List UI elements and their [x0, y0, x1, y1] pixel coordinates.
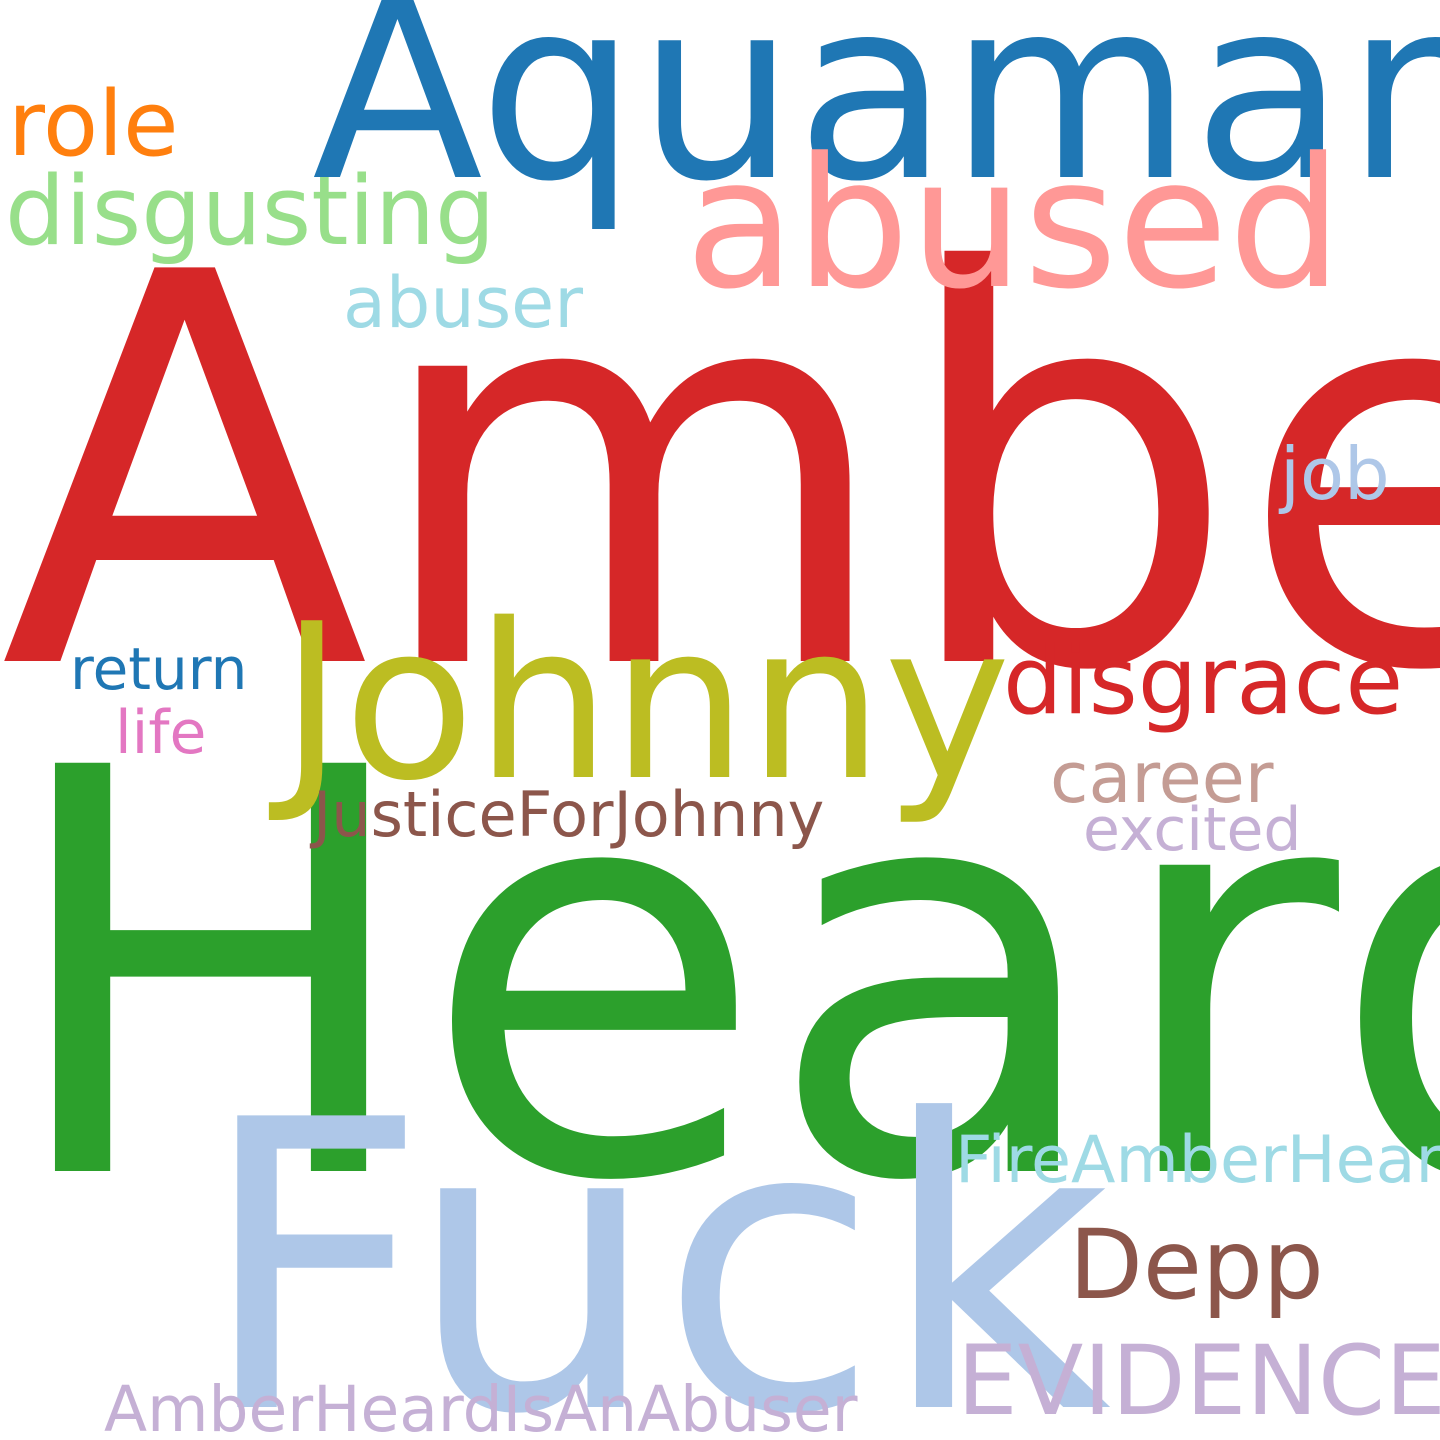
word-job: job [1280, 432, 1390, 516]
word-career: career [1050, 737, 1274, 819]
word-fireamberheard: FireAmberHeard [955, 1123, 1440, 1198]
word-disgusting: disgusting [5, 157, 496, 267]
word-fuck: Fuck [198, 1037, 1112, 1440]
word-justiceforjohnny: JusticeForJohnny [313, 778, 825, 851]
word-role: role [8, 72, 179, 177]
word-excited: excited [1083, 795, 1302, 865]
word-depp: Depp [1069, 1209, 1324, 1321]
word-amberheardisanabuser: AmberHeardIsAnAbuser [104, 1373, 858, 1440]
word-disgrace: disgrace [1003, 627, 1404, 736]
word-aquaman: Aquaman [312, 0, 1440, 236]
word-amber: Amber [0, 161, 1440, 789]
word-heard: Heard [0, 652, 1440, 1304]
word-johnny: Johnny [280, 577, 1011, 828]
word-life: life [115, 698, 207, 768]
word-abuser: abuser [343, 262, 584, 344]
word-return: return [70, 635, 248, 703]
word-evidence: EVIDENCE [957, 1325, 1440, 1437]
word-abused: abused [685, 120, 1343, 329]
